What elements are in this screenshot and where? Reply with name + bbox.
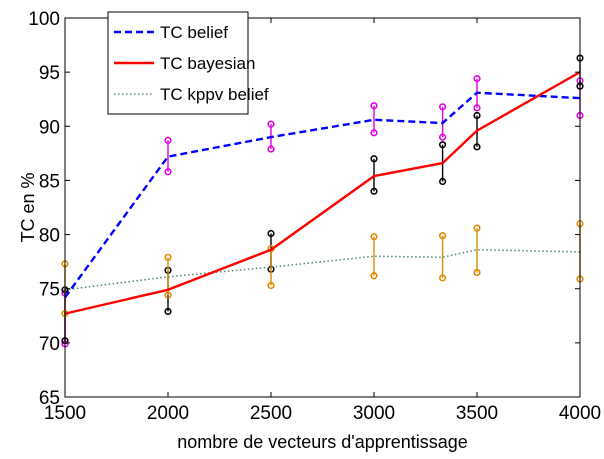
- error-cap-high-1-3: [370, 155, 378, 163]
- series-lines: [64, 71, 581, 315]
- x-tick-label-2: 2500: [250, 403, 292, 424]
- error-cap-high-2-1: [164, 253, 172, 261]
- series-line-0: [64, 91, 581, 299]
- error-cap-low-2-4: [438, 274, 447, 282]
- error-cap-low-0-1: [164, 168, 172, 176]
- error-cap-low-0-3: [370, 129, 378, 137]
- y-tick-label-1: 70: [39, 334, 60, 355]
- error-cap-high-2-3: [370, 233, 378, 241]
- error-cap-high-1-2: [267, 229, 275, 238]
- legend-label-2: TC kppv belief: [160, 85, 269, 104]
- error-cap-low-0-5: [473, 104, 481, 112]
- error-cap-high-0-2: [267, 120, 275, 128]
- y-tick-label-3: 80: [39, 226, 60, 247]
- error-cap-low-1-1: [164, 307, 172, 316]
- y-axis-label: TC en %: [18, 172, 38, 242]
- y-tick-label-7: 100: [28, 9, 60, 30]
- series-line-1: [64, 71, 581, 315]
- error-cap-high-1-4: [438, 141, 447, 149]
- error-cap-high-1-5: [473, 111, 481, 120]
- error-cap-low-2-5: [473, 268, 481, 277]
- error-cap-low-2-1: [164, 291, 172, 299]
- error-cap-high-0-5: [473, 75, 481, 83]
- y-tick-label-4: 85: [39, 171, 60, 192]
- x-tick-label-1: 2000: [147, 403, 189, 424]
- error-cap-low-2-2: [267, 281, 275, 290]
- error-cap-low-2-3: [370, 272, 378, 280]
- error-cap-low-1-5: [473, 143, 481, 151]
- axes-frame: [64, 17, 581, 398]
- x-tick-label-4: 3500: [456, 403, 498, 424]
- axes: 1500 2000 2500 3000 3500 4000 65 70 75 80 85 90 95 10…: [28, 9, 601, 424]
- legend: TC belief TC bayesian TC kppv belief: [107, 11, 269, 115]
- legend-label-1: TC bayesian: [160, 54, 255, 73]
- x-tick-label-3: 3000: [353, 403, 395, 424]
- error-cap-high-2-4: [438, 232, 447, 240]
- x-axis-label: nombre de vecteurs d'apprentissage: [177, 432, 468, 452]
- y-tick-label-6: 95: [39, 63, 60, 84]
- error-cap-high-0-1: [164, 136, 172, 144]
- error-cap-high-0-3: [370, 102, 378, 110]
- error-cap-high-2-5: [473, 224, 481, 232]
- error-cap-low-0-2: [267, 145, 275, 153]
- y-tick-label-2: 75: [39, 280, 60, 301]
- error-cap-low-1-3: [370, 187, 378, 195]
- error-cap-low-0-4: [438, 133, 447, 141]
- error-cap-low-1-4: [438, 177, 447, 186]
- y-tick-label-5: 90: [39, 117, 60, 138]
- x-tick-label-0: 1500: [44, 403, 86, 424]
- legend-label-0: TC belief: [160, 23, 228, 42]
- y-tick-label-0: 65: [39, 388, 60, 409]
- error-cap-high-0-4: [438, 103, 447, 111]
- x-tick-label-5: 4000: [559, 403, 601, 424]
